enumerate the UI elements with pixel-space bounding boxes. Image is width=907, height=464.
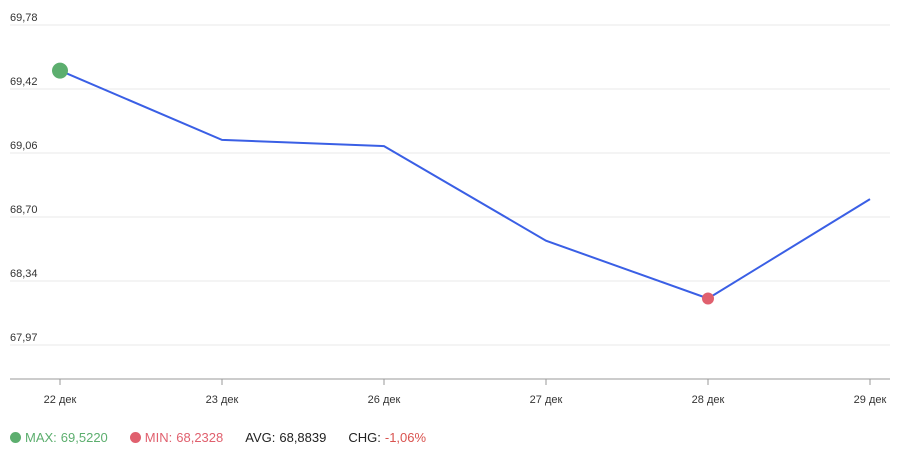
- y-tick-label: 69,78: [10, 12, 38, 24]
- avg-value: 68,8839: [279, 430, 327, 445]
- line-chart: 69,78 69,42 69,06 68,70 68,34 67,97 22 дек 23 …: [10, 12, 890, 406]
- max-value: 69,5220: [60, 430, 108, 445]
- x-tick-label: 22 дек: [44, 394, 77, 406]
- chg-label: CHG:: [348, 430, 381, 445]
- x-tick-label: 27 дек: [530, 394, 563, 406]
- series-line: [59, 69, 871, 300]
- legend: MAX: 69,5220 MIN: 68,2328 AVG: 68,8839 C…: [10, 430, 448, 445]
- x-tick-label: 29 дек: [854, 394, 887, 406]
- min-label: MIN:: [144, 430, 173, 445]
- legend-chg: CHG: -1,06%: [348, 430, 426, 445]
- y-tick-label: 68,34: [10, 268, 38, 280]
- min-point-marker: [702, 292, 714, 305]
- max-point-marker: [52, 62, 68, 79]
- y-tick-label: 69,06: [10, 140, 38, 152]
- y-tick-label: 67,97: [10, 332, 38, 344]
- y-tick-label: 69,42: [10, 76, 38, 88]
- y-axis: 69,78 69,42 69,06 68,70 68,34 67,97: [10, 12, 38, 344]
- legend-avg: AVG: 68,8839: [245, 430, 326, 445]
- max-dot-icon: [10, 432, 21, 443]
- legend-min: MIN: 68,2328: [129, 430, 224, 445]
- x-tick-label: 26 дек: [368, 394, 401, 406]
- chg-value: -1,06%: [384, 430, 427, 445]
- min-value: 68,2328: [176, 430, 224, 445]
- x-tick-label: 23 дек: [206, 394, 239, 406]
- legend-max: MAX: 69,5220: [10, 430, 108, 445]
- min-dot-icon: [129, 432, 141, 443]
- grid-lines: [10, 24, 890, 346]
- y-tick-label: 68,70: [10, 204, 38, 216]
- avg-label: AVG:: [245, 430, 276, 445]
- max-label: MAX:: [25, 430, 57, 445]
- x-axis: 22 дек 23 дек 26 дек 27 дек 28 дек 29 дек: [44, 379, 887, 406]
- extreme-markers: [52, 62, 714, 305]
- x-tick-label: 28 дек: [692, 394, 725, 406]
